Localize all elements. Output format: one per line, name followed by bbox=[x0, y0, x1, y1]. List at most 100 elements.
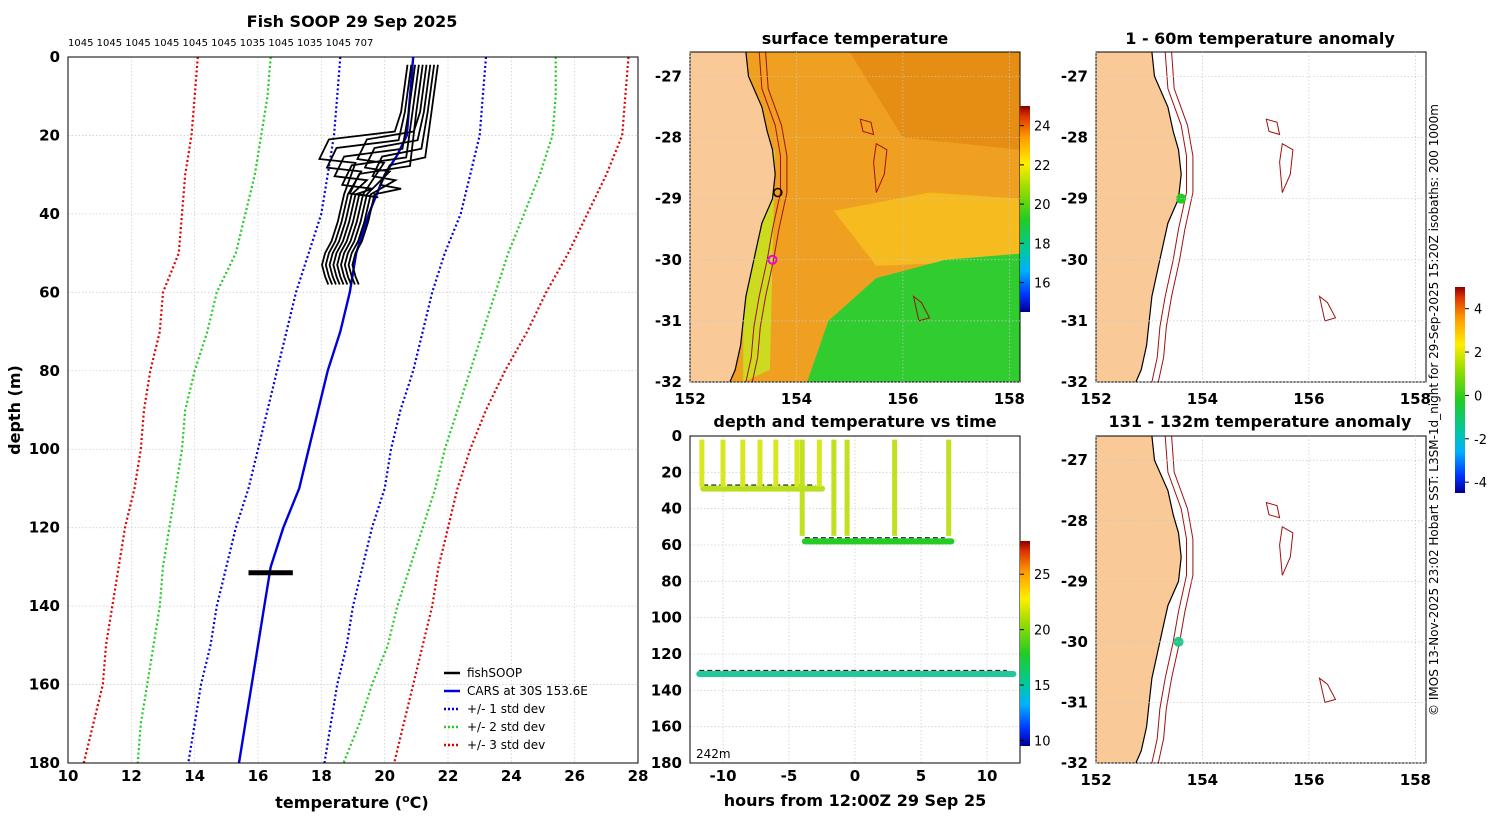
anomaly-cb-label: 2 bbox=[1474, 346, 1482, 361]
anomaly-deep-ytick-label: -27 bbox=[1061, 451, 1088, 469]
anomaly-cb-label: -4 bbox=[1474, 476, 1487, 491]
profile-ytick-label: 160 bbox=[29, 676, 60, 694]
time-ytick-label: 180 bbox=[651, 754, 682, 772]
fishsoop-cast bbox=[340, 64, 428, 285]
profile-xtick-label: 20 bbox=[374, 767, 395, 785]
anomaly-shallow-ytick-label: -32 bbox=[1061, 373, 1088, 391]
anomaly-deep-xtick-label: 154 bbox=[1187, 771, 1218, 789]
time-xtick-label: -10 bbox=[709, 767, 736, 785]
anomaly-deep-ytick-label: -28 bbox=[1061, 512, 1088, 530]
time-cb-label: 15 bbox=[1034, 679, 1051, 694]
anomaly-cb-label: 4 bbox=[1474, 303, 1482, 318]
anomaly-shallow-title: 1 - 60m temperature anomaly bbox=[1125, 29, 1395, 48]
anomaly-deep-ytick-label: -29 bbox=[1061, 572, 1088, 590]
sst-xtick-label: 156 bbox=[887, 390, 918, 408]
sst-ytick-label: -27 bbox=[655, 67, 682, 85]
legend-label: +/- 2 std dev bbox=[467, 720, 545, 734]
time-ytick-label: 80 bbox=[661, 572, 682, 590]
profile-series--2-std bbox=[342, 57, 557, 764]
time-ytick-label: 20 bbox=[661, 463, 682, 481]
fishsoop-cast bbox=[336, 64, 424, 285]
profile-xtick-label: 10 bbox=[58, 767, 79, 785]
profile-xtick-label: 18 bbox=[311, 767, 332, 785]
profile-top-labels: 1045 1045 1045 1045 1045 1045 1035 1045 … bbox=[68, 38, 373, 49]
anomaly-shallow-seamount bbox=[1265, 118, 1281, 136]
anomaly-shallow-coastline bbox=[1135, 51, 1182, 383]
anomaly-deep-xtick-label: 158 bbox=[1400, 771, 1431, 789]
profile-ytick-label: 20 bbox=[39, 126, 60, 144]
time-ytick-label: 120 bbox=[651, 645, 682, 663]
sst-cb-label: 24 bbox=[1034, 120, 1051, 135]
profile-series--1-std bbox=[323, 56, 488, 764]
time-ytick-label: 140 bbox=[651, 681, 682, 699]
profile-legend: fishSOOP CARS at 30S 153.6E +/- 1 std dev +… bbox=[444, 666, 588, 752]
anomaly-shallow-ticks: 152 154 156 158 -27 -28 -29 -30 -31 -32 bbox=[1061, 52, 1431, 408]
anomaly-shallow-xtick-label: 156 bbox=[1293, 390, 1324, 408]
sst-seamount bbox=[873, 142, 888, 193]
time-annotation: 242m bbox=[696, 747, 731, 761]
legend-label: fishSOOP bbox=[467, 666, 522, 680]
profile-xtick-label: 12 bbox=[121, 767, 142, 785]
anomaly-deep-seamount bbox=[1318, 676, 1337, 704]
sst-colorbar bbox=[1020, 106, 1030, 312]
anomaly-shallow-ytick-label: -29 bbox=[1061, 190, 1088, 208]
profile-xtick-label: 24 bbox=[501, 767, 522, 785]
anomaly-shallow-isobath bbox=[1151, 51, 1187, 383]
anomaly-shallow-xtick-label: 154 bbox=[1187, 390, 1218, 408]
profile-ytick-label: 180 bbox=[29, 754, 60, 772]
profile-axes-box bbox=[67, 56, 639, 764]
profile-title: Fish SOOP 29 Sep 2025 bbox=[247, 12, 458, 31]
sst-ytick-label: -29 bbox=[655, 190, 682, 208]
time-cb-label: 10 bbox=[1034, 734, 1051, 749]
anomaly-shallow-ytick-label: -27 bbox=[1061, 67, 1088, 85]
sst-ytick-label: -31 bbox=[655, 312, 682, 330]
sst-cb-label: 18 bbox=[1034, 237, 1051, 252]
profile-ytick-label: 120 bbox=[29, 519, 60, 537]
anomaly-shallow-panel: 1 - 60m temperature anomaly 152 154 156 158… bbox=[1061, 29, 1431, 408]
sst-xtick-label: 154 bbox=[781, 390, 812, 408]
sst-colorbar-ticks: 16 18 20 22 24 bbox=[1020, 120, 1051, 292]
profile-series--1-std bbox=[187, 56, 342, 764]
time-xtick-label: -5 bbox=[781, 767, 798, 785]
time-tracks bbox=[696, 439, 1017, 677]
legend-label: +/- 3 std dev bbox=[467, 738, 545, 752]
sst-cb-label: 20 bbox=[1034, 198, 1051, 213]
sst-transition-band bbox=[833, 192, 1020, 266]
time-cb-label: 25 bbox=[1034, 568, 1051, 583]
time-xtick-label: 5 bbox=[916, 767, 926, 785]
legend-label: +/- 1 std dev bbox=[467, 702, 545, 716]
sst-panel: surface temperature 152 154 156 158 -27 -28 -2… bbox=[655, 29, 1051, 408]
anomaly-deep-title: 131 - 132m temperature anomaly bbox=[1109, 412, 1412, 431]
anomaly-deep-obs-point bbox=[1173, 636, 1184, 647]
anomaly-shallow-seamount bbox=[1279, 142, 1294, 193]
anomaly-shallow-ytick-label: -31 bbox=[1061, 312, 1088, 330]
sst-isobath bbox=[751, 51, 788, 383]
anomaly-shallow-xtick-label: 152 bbox=[1080, 390, 1111, 408]
anomaly-shallow-xtick-label: 158 bbox=[1400, 390, 1431, 408]
sst-seamount bbox=[859, 118, 875, 136]
anomaly-deep-xtick-label: 152 bbox=[1080, 771, 1111, 789]
profile-ytick-label: 100 bbox=[29, 440, 60, 458]
anomaly-deep-ytick-label: -31 bbox=[1061, 693, 1088, 711]
sst-isobath bbox=[745, 51, 781, 383]
profile-series-cars-mean bbox=[237, 56, 415, 764]
time-ytick-label: 100 bbox=[651, 609, 682, 627]
anomaly-deep-coastline bbox=[1135, 435, 1182, 764]
time-colorbar-ticks: 10 15 20 25 bbox=[1020, 568, 1051, 749]
sst-ytick-label: -30 bbox=[655, 251, 682, 269]
time-ytick-label: 0 bbox=[672, 427, 682, 445]
profile-ylabel: depth (m) bbox=[5, 365, 24, 455]
profile-ytick-label: 140 bbox=[29, 597, 60, 615]
sst-marker-north bbox=[773, 187, 783, 198]
fishsoop-cast bbox=[343, 64, 432, 285]
anomaly-deep-ytick-label: -30 bbox=[1061, 633, 1088, 651]
time-panel: depth and temperature vs time -10 -5 0 5 100… bbox=[651, 412, 1051, 810]
anomaly-shallow-land bbox=[1096, 52, 1182, 382]
sst-land bbox=[690, 52, 776, 382]
profile-xtick-label: 14 bbox=[184, 767, 205, 785]
time-xtick-label: 0 bbox=[850, 767, 860, 785]
anomaly-colorbar bbox=[1455, 287, 1465, 493]
fishsoop-cast bbox=[324, 64, 413, 285]
